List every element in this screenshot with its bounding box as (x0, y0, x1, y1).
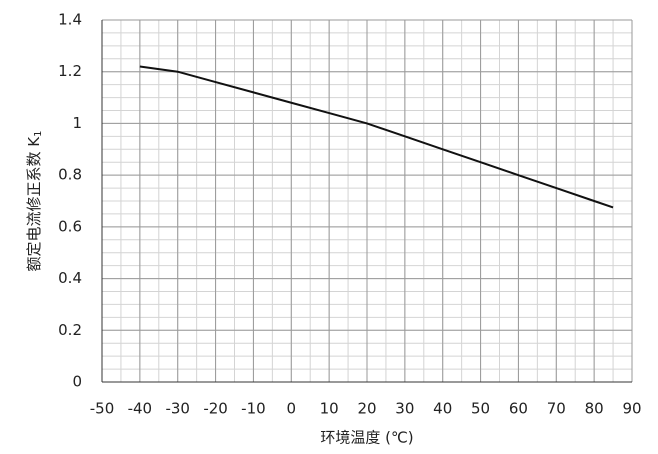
x-tick-label: 40 (433, 400, 452, 418)
x-tick-label: 50 (471, 400, 490, 418)
x-tick-label: -50 (90, 400, 115, 418)
data-line (139, 65, 614, 209)
x-tick-label: 10 (320, 400, 339, 418)
y-tick-label: 0.2 (58, 321, 82, 339)
x-axis-label: 环境温度 (℃) (320, 429, 413, 447)
y-axis-label: 额定电流修正系数 K1 (25, 131, 45, 272)
y-tick-label: 0.8 (58, 166, 82, 184)
x-tick-label: -30 (165, 400, 190, 418)
y-tick-label: 0.4 (58, 269, 82, 287)
x-tick-label: 60 (509, 400, 528, 418)
x-tick-label: 70 (547, 400, 566, 418)
y-tick-label: 1 (72, 114, 82, 132)
y-tick-label: 0.6 (58, 217, 82, 235)
x-tick-label: 30 (395, 400, 414, 418)
x-tick-label: 20 (357, 400, 376, 418)
x-tick-label: -20 (203, 400, 228, 418)
y-axis-label-subscript: 1 (33, 131, 44, 137)
x-tick-label: -40 (128, 400, 153, 418)
x-tick-label: 90 (622, 400, 641, 418)
y-tick-label: 1.2 (58, 62, 82, 80)
x-tick-label: 80 (585, 400, 604, 418)
y-axis-label-text: 额定电流修正系数 K (25, 136, 43, 272)
x-tick-label: 0 (287, 400, 297, 418)
x-tick-label: -10 (241, 400, 266, 418)
y-tick-label: 0 (72, 373, 82, 391)
y-tick-label: 1.4 (58, 11, 82, 29)
